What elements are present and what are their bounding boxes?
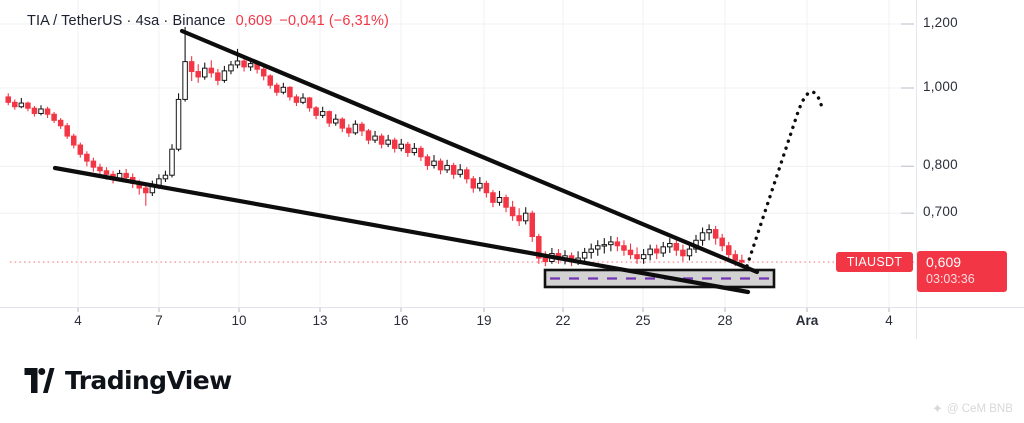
legend-price-change: −0,041 (−6,31%) — [279, 13, 389, 29]
chart-region: TIA / TetherUS · 4sa · Binance 0,609 −0,04… — [0, 0, 1024, 339]
time-scale-label: 4 — [74, 313, 82, 328]
price-scale-label: 0,700 — [923, 204, 958, 220]
time-scale-label: 4 — [885, 313, 893, 328]
symbol-title: TIA / TetherUS · 4sa · Binance — [27, 13, 226, 29]
time-scale-label: 7 — [155, 313, 163, 328]
time-scale-label: 13 — [312, 313, 328, 328]
time-scale-label: 28 — [717, 313, 733, 328]
footer: TradingView ✦ @ CeM BNB — [0, 339, 1024, 423]
time-scale-label: 16 — [393, 313, 409, 328]
time-scale-label: 19 — [476, 313, 492, 328]
watermark: ✦ @ CeM BNB — [932, 402, 1013, 415]
candlestick-chart[interactable] — [0, 0, 1024, 339]
price-axis-separator — [916, 0, 917, 339]
last-price-label: 0,609 03:03:36 — [917, 251, 1007, 293]
last-price-value: 0,609 — [926, 254, 962, 271]
time-scale-label: Ara — [795, 313, 819, 328]
symbol-legend[interactable]: TIA / TetherUS · 4sa · Binance 0,609 −0,04… — [27, 13, 389, 29]
price-scale-label: 0,800 — [923, 157, 958, 173]
time-scale-label: 10 — [231, 313, 247, 328]
watermark-text: @ CeM BNB — [946, 402, 1013, 415]
tradingview-logo-icon — [24, 368, 55, 393]
legend-last-price: 0,609 — [235, 13, 273, 29]
tradingview-logo[interactable]: TradingView — [24, 366, 232, 395]
tradingview-logo-text: TradingView — [65, 366, 232, 395]
price-scale-label: 1,000 — [923, 79, 958, 94]
time-axis-separator — [0, 307, 1024, 308]
time-scale-label: 25 — [635, 313, 651, 328]
price-scale-label: 1,200 — [923, 15, 958, 30]
bar-countdown: 03:03:36 — [926, 272, 975, 287]
time-scale-label: 22 — [555, 313, 571, 328]
watermark-emblem-icon: ✦ — [932, 401, 943, 416]
symbol-price-tag: TIAUSDT — [836, 252, 913, 273]
